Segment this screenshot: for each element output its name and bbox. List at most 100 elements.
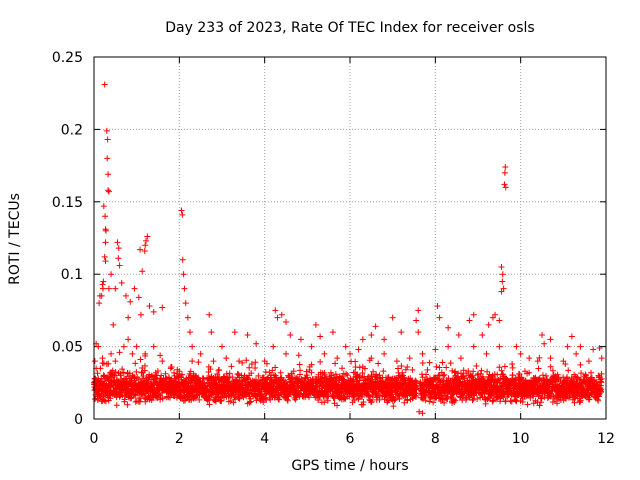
data-point <box>176 368 183 375</box>
data-point <box>102 213 109 220</box>
data-point <box>105 285 112 292</box>
data-point <box>109 367 116 374</box>
data-point <box>434 303 441 310</box>
data-point <box>396 395 403 402</box>
data-point <box>102 258 109 265</box>
data-point <box>208 329 215 336</box>
data-point <box>426 398 433 405</box>
data-point <box>596 345 603 352</box>
data-point <box>401 399 408 406</box>
data-point <box>451 369 458 376</box>
data-point <box>402 366 409 373</box>
data-point <box>543 372 550 379</box>
data-point <box>507 397 514 404</box>
data-point <box>159 304 166 311</box>
roti-series <box>91 81 605 417</box>
data-point <box>342 343 349 350</box>
x-axis-label: GPS time / hours <box>291 458 408 474</box>
data-point <box>404 397 411 404</box>
data-point <box>277 375 284 382</box>
data-point <box>389 314 396 321</box>
data-point <box>349 377 356 384</box>
data-point <box>536 402 543 409</box>
data-point <box>206 401 213 408</box>
data-point <box>547 390 554 397</box>
data-point <box>332 360 339 367</box>
data-point <box>112 358 119 365</box>
data-point <box>178 207 185 214</box>
x-tick-label: 0 <box>90 431 99 447</box>
data-point <box>139 268 146 275</box>
data-point <box>381 336 388 343</box>
data-point <box>156 391 163 398</box>
data-point <box>184 314 191 321</box>
data-point <box>560 358 567 365</box>
data-point <box>189 343 196 350</box>
data-point <box>108 271 115 278</box>
data-point <box>524 401 531 408</box>
data-point <box>400 375 407 382</box>
data-point <box>144 233 151 240</box>
data-point <box>101 81 108 88</box>
y-tick-label: 0 <box>74 412 83 428</box>
data-point <box>406 355 413 362</box>
data-point <box>554 400 561 407</box>
data-point <box>132 392 139 399</box>
data-point <box>140 373 147 380</box>
data-point <box>352 358 359 365</box>
data-point <box>460 373 467 380</box>
data-point <box>447 360 454 367</box>
data-point <box>131 391 138 398</box>
data-point <box>489 398 496 405</box>
data-point <box>359 336 366 343</box>
data-point <box>142 350 149 357</box>
data-point <box>547 336 554 343</box>
data-point <box>433 376 440 383</box>
data-point <box>509 364 516 371</box>
data-point <box>114 239 121 246</box>
data-point <box>115 245 122 252</box>
data-point <box>413 390 420 397</box>
data-point <box>187 329 193 336</box>
data-point <box>587 369 594 376</box>
data-point <box>373 374 380 381</box>
data-point <box>500 285 507 292</box>
data-point <box>344 372 351 379</box>
data-point <box>539 332 545 339</box>
data-point <box>180 271 187 278</box>
data-point <box>370 368 377 375</box>
data-point <box>570 378 577 385</box>
data-point <box>112 285 119 292</box>
data-point <box>91 358 98 365</box>
data-point <box>259 396 266 403</box>
data-point <box>167 365 174 372</box>
x-tick-label: 6 <box>346 431 355 447</box>
data-point <box>267 396 274 403</box>
data-point <box>261 358 268 365</box>
data-point <box>125 336 132 343</box>
data-point <box>196 396 203 403</box>
data-point <box>334 355 341 362</box>
data-point <box>501 169 508 176</box>
data-point <box>587 375 594 382</box>
data-point <box>381 350 388 357</box>
data-point <box>193 392 200 399</box>
data-point <box>412 377 419 384</box>
data-point <box>248 370 255 377</box>
data-point <box>295 352 302 359</box>
data-point <box>264 375 271 382</box>
data-point <box>513 343 520 350</box>
data-point <box>223 370 230 377</box>
data-point <box>359 370 366 377</box>
data-point <box>455 332 462 339</box>
data-point <box>489 389 496 396</box>
data-point <box>297 336 304 343</box>
data-point <box>284 396 291 403</box>
data-point <box>547 355 554 362</box>
data-point <box>413 317 420 324</box>
data-point <box>339 365 346 372</box>
data-point <box>200 375 207 382</box>
data-point <box>436 364 443 371</box>
data-point <box>509 360 516 367</box>
data-point <box>430 399 437 406</box>
